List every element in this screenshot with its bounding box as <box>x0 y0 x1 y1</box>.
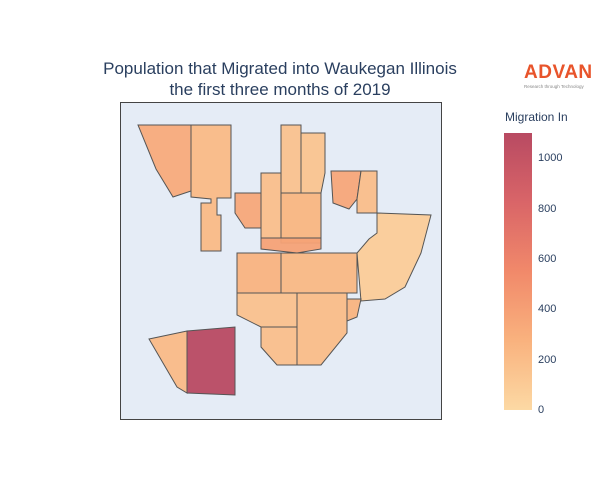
title-line-1: Population that Migrated into Waukegan I… <box>103 59 457 78</box>
region-center-mid[interactable] <box>280 192 322 244</box>
colorbar-tick-label: 0 <box>538 404 545 416</box>
advan-logo: ADVAN Research through Technology <box>524 63 594 90</box>
colorbar-tick-label: 800 <box>538 202 557 215</box>
region-east-large[interactable] <box>356 212 432 302</box>
region-south-center-b[interactable] <box>296 292 348 366</box>
region-center-right[interactable] <box>280 252 358 294</box>
colorbar-tick-label: 600 <box>538 252 557 265</box>
region-north-strip[interactable] <box>190 124 232 252</box>
region-south-tail[interactable] <box>260 326 298 366</box>
colorbar-tick-label: 1000 <box>538 152 563 165</box>
region-center-left[interactable] <box>236 252 282 294</box>
region-northwest-tall[interactable] <box>137 124 192 198</box>
region-northeast-a[interactable] <box>330 170 362 210</box>
region-north-center-c[interactable] <box>260 172 282 239</box>
region-west-mid[interactable] <box>234 192 262 229</box>
title-line-2: the first three months of 2019 <box>169 80 391 99</box>
logo-wordmark: ADVAN <box>524 62 593 83</box>
region-south-east[interactable] <box>346 298 362 322</box>
map-frame <box>120 102 442 420</box>
colorbar-gradient <box>504 133 532 410</box>
region-northeast-b[interactable] <box>356 170 378 214</box>
logo-tagline: Research through Technology <box>524 84 584 89</box>
chart-title: Population that Migrated into Waukegan I… <box>40 58 520 100</box>
region-center-band[interactable] <box>260 237 322 254</box>
region-southwest-max[interactable] <box>186 326 236 396</box>
choropleth-map[interactable] <box>121 103 441 419</box>
region-north-center-a[interactable] <box>280 124 302 194</box>
colorbar-tick-label: 200 <box>538 353 557 366</box>
colorbar-title: Migration In <box>505 110 568 124</box>
region-south-center-a[interactable] <box>236 292 298 328</box>
colorbar <box>504 133 532 410</box>
region-south-west-small[interactable] <box>148 330 188 394</box>
region-north-center-b[interactable] <box>300 132 326 194</box>
colorbar-tick-label: 400 <box>538 303 557 316</box>
